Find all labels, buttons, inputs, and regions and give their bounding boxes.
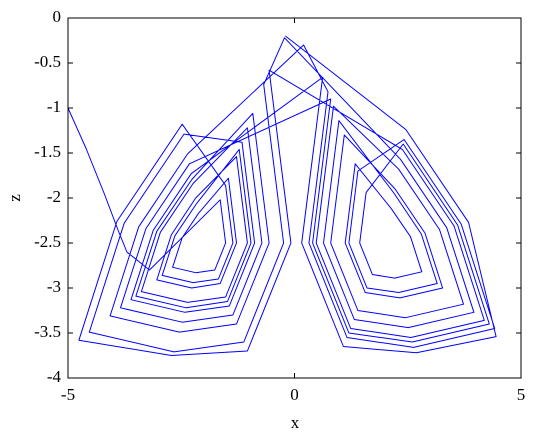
y-tick-label: -2 — [47, 187, 61, 206]
x-axis-label: x — [291, 413, 300, 432]
y-tick-label: -1 — [47, 97, 61, 116]
x-tick-label: 5 — [517, 385, 526, 404]
y-tick-label: -3 — [47, 277, 61, 296]
y-tick-label: -4 — [47, 367, 62, 386]
y-tick-label: -3.5 — [34, 322, 61, 341]
y-axis-label: z — [5, 194, 24, 202]
y-tick-label: -0.5 — [34, 52, 61, 71]
plot-frame — [67, 17, 522, 379]
y-tick-label: -2.5 — [34, 232, 61, 251]
y-tick-label: 0 — [53, 7, 62, 26]
y-tick-label: -1.5 — [34, 142, 61, 161]
x-tick-label: 0 — [290, 385, 299, 404]
data-line — [67, 35, 497, 356]
x-tick-label: -5 — [61, 385, 75, 404]
